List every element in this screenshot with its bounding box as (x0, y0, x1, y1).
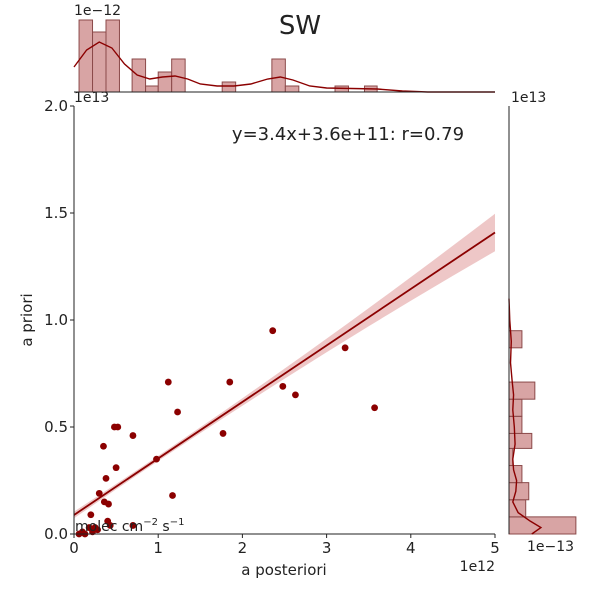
regression-confidence-band (74, 213, 495, 519)
scatter-point (100, 442, 107, 450)
y-tick-label: 1.0 (44, 311, 68, 329)
main-scatter-plot: 0 1 2 3 4 5 0.0 0.5 1.0 1.5 2.0 y=3.4x+3.6e+11: r… (18, 90, 500, 579)
right-histogram-bar (508, 415, 523, 434)
scatter-point (174, 408, 181, 416)
x-tick-label: 4 (406, 539, 416, 557)
scatter-point (95, 489, 103, 497)
x-offset-text: 1e12 (460, 559, 495, 575)
x-tick-label: 5 (490, 539, 500, 557)
top-histogram-bars (78, 19, 378, 93)
scatter-point (94, 526, 101, 534)
scatter-point (371, 404, 378, 412)
right-marginal-histogram: 1e13 1e−13 (508, 90, 577, 555)
scatter-point (105, 500, 112, 508)
top-histogram-bar (92, 31, 107, 93)
scatter-point (114, 423, 122, 431)
x-tick-label: 0 (69, 539, 79, 557)
top-histogram-bar (221, 81, 237, 93)
top-histogram-bar (271, 58, 286, 93)
x-axis-label: a posteriori (241, 561, 326, 579)
regression-annotation: y=3.4x+3.6e+11: r=0.79 (232, 124, 464, 145)
x-tick-labels: 0 1 2 3 4 5 (69, 534, 500, 557)
top-kde-curve (73, 41, 495, 93)
right-histogram-bars (508, 330, 577, 535)
y-offset-text: 1e13 (74, 90, 109, 106)
right-histogram-bar (508, 447, 514, 467)
right-histogram-bar (508, 482, 530, 501)
scatter-point (129, 432, 137, 439)
top-histogram-bar (78, 19, 94, 93)
right-offset-text: 1e13 (511, 90, 546, 106)
scatter-point (292, 391, 299, 399)
top-histogram-bar (145, 85, 159, 93)
right-histogram-bar (508, 516, 577, 535)
unit-label: molec cm−2 s−1 (75, 517, 184, 535)
right-kde-curve (508, 298, 543, 535)
chart-title: SW (279, 11, 321, 41)
y-tick-label: 2.0 (44, 97, 68, 115)
scatter-point (169, 492, 176, 499)
right-histogram-bar (508, 432, 533, 449)
scatter-point (269, 327, 277, 335)
scatter-point (341, 344, 349, 352)
y-tick-label: 0.5 (44, 418, 68, 436)
right-histogram-bar (508, 499, 527, 518)
scatter-point (129, 522, 137, 529)
top-marginal-histogram: 1e−12 SW (73, 3, 495, 93)
scatter-point (279, 382, 287, 390)
top-histogram-bar (284, 85, 300, 93)
x-tick-label: 3 (322, 539, 332, 557)
scatter-point (112, 464, 120, 472)
scatter-point (87, 511, 95, 519)
y-tick-label: 0.0 (44, 525, 68, 543)
regression-line (73, 231, 496, 516)
y-tick-labels: 0.0 0.5 1.0 1.5 2.0 (44, 97, 74, 543)
y-tick-label: 1.5 (44, 204, 68, 222)
scatter-point (226, 378, 234, 386)
top-offset-text: 1e−12 (74, 3, 121, 19)
y-axis-label: a priori (18, 293, 36, 346)
right-bottom-offset-text: 1e−13 (527, 539, 574, 555)
scatter-point (164, 378, 172, 386)
scatter-point (106, 522, 114, 529)
scatter-point (102, 474, 110, 482)
scatter-point (219, 430, 227, 437)
x-tick-label: 1 (153, 539, 163, 557)
right-histogram-bar (508, 398, 523, 417)
x-tick-label: 2 (238, 539, 248, 557)
top-histogram-bar (157, 71, 173, 93)
scatter-points (75, 327, 378, 538)
